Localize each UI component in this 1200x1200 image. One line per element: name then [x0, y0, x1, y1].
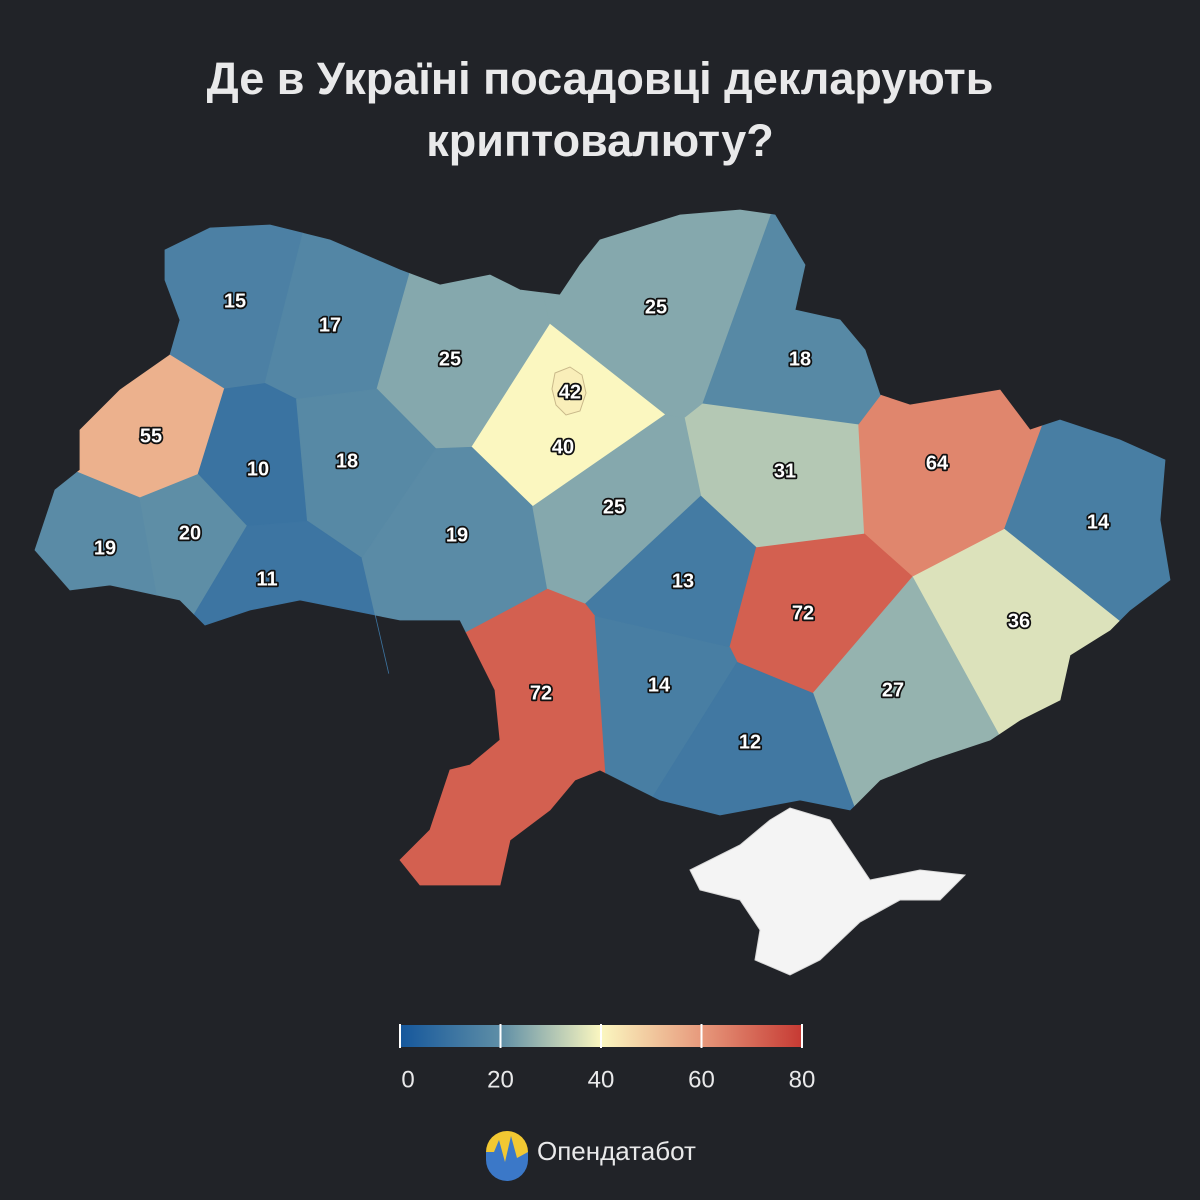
region-value: 14	[1087, 511, 1110, 533]
colorbar-tick-label: 0	[401, 1066, 414, 1093]
region-kyiv-city	[551, 366, 587, 416]
region-value: 20	[179, 522, 201, 544]
colorbar-tick-label: 80	[789, 1066, 816, 1093]
crimea	[689, 807, 967, 976]
region	[34, 471, 158, 596]
region-value: 11	[256, 568, 277, 590]
region-value: 72	[792, 602, 814, 624]
colorbar-tick-label: 60	[688, 1066, 715, 1093]
brand: Опендатабот	[537, 1136, 696, 1166]
colorbar-ticks: 0 20 40 60 80	[399, 1024, 816, 1093]
region-value: 10	[247, 458, 269, 480]
region-value: 18	[789, 348, 811, 370]
region-value: 55	[140, 425, 162, 447]
region-value: 40	[552, 436, 574, 458]
region-value: 15	[224, 290, 246, 312]
colorbar-tick-label: 20	[487, 1066, 514, 1093]
region-value: 25	[439, 348, 461, 370]
region-value: 25	[603, 496, 625, 518]
region-value: 31	[774, 460, 796, 482]
region	[193, 520, 390, 674]
region-value: 27	[882, 679, 904, 701]
region-value: 13	[672, 570, 694, 592]
region	[912, 528, 1120, 735]
region-value: 17	[319, 314, 341, 336]
region-value: 64	[926, 452, 949, 474]
region-value: 12	[739, 731, 761, 753]
region-value: 14	[648, 674, 671, 696]
region-value: 19	[94, 537, 116, 559]
region-value: 19	[446, 524, 468, 546]
region	[812, 576, 1000, 807]
labels: 15 17 25 42 40 25 18 55 10 18 31 64 14 19 20 11 19 25 13 72…	[92, 289, 1112, 756]
logo-wave	[486, 1136, 528, 1181]
colorbar-tick-label: 40	[588, 1066, 615, 1093]
regions	[34, 209, 1171, 886]
region	[652, 661, 855, 816]
region	[542, 209, 772, 419]
region	[399, 588, 607, 886]
region-value: 42	[559, 381, 581, 403]
region-value: 36	[1008, 610, 1030, 632]
region-value: 18	[336, 450, 358, 472]
title: Де в Україні посадовці декларують крипто…	[206, 53, 994, 166]
region-value: 25	[645, 296, 667, 318]
region-value: 72	[530, 682, 552, 704]
